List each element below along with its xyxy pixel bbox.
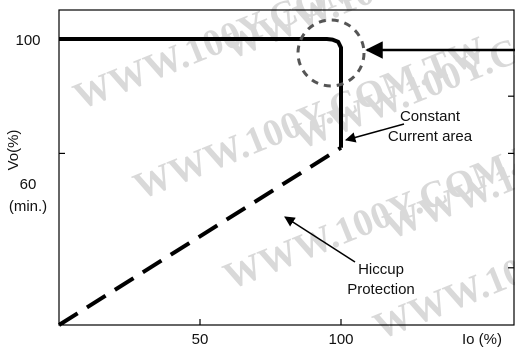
annotation-constant-current-line2: Current area (388, 128, 473, 145)
series-layer (57, 37, 343, 327)
y-tick-label-60: 60 (20, 176, 37, 193)
annotation-hiccup-arrow (284, 216, 356, 263)
y-tick-sublabel-min: (min.) (9, 198, 47, 215)
x-axis-label: Io (%) (462, 331, 502, 348)
series-hiccup-dashed-line (57, 146, 343, 327)
annotation-constant-current-line1: Constant (400, 108, 461, 125)
watermark-layer: WWW.100Y.COM.TWWWW.100Y.COM.TWWWW.100Y.C… (68, 0, 515, 348)
y-axis-label: Vo(%) (5, 130, 22, 171)
annotation-hiccup-line2: Protection (347, 281, 415, 298)
series-output-voltage-line (59, 37, 343, 148)
x-tick-label-100: 100 (328, 331, 353, 348)
foldback-highlight-circle (296, 18, 366, 88)
plot-frame (58, 9, 515, 326)
x-tick-label-50: 50 (192, 331, 209, 348)
annotation-hiccup-line1: Hiccup (358, 261, 404, 278)
annotation-constant-current-arrow (344, 123, 405, 143)
y-tick-label-100: 100 (15, 32, 40, 49)
